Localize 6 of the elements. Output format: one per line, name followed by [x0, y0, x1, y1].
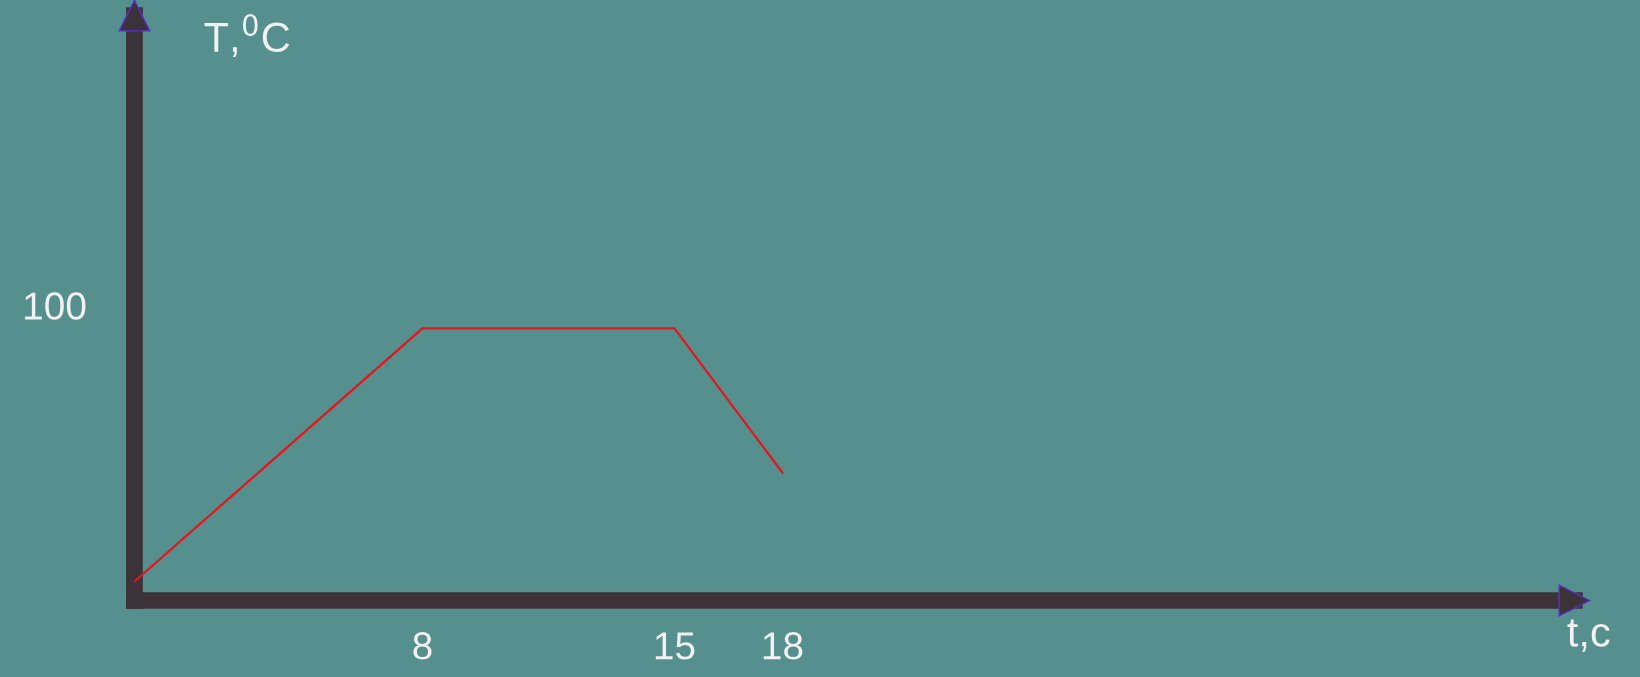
x-tick-label: 18 — [763, 632, 803, 660]
x-tick-label: 15 — [655, 632, 695, 660]
text: T,$^{0}$C — [204, 14, 290, 57]
text: 100 — [25, 292, 86, 320]
x-tick-label: 8 — [413, 632, 432, 660]
x-axis-title: t,c — [1567, 619, 1610, 652]
